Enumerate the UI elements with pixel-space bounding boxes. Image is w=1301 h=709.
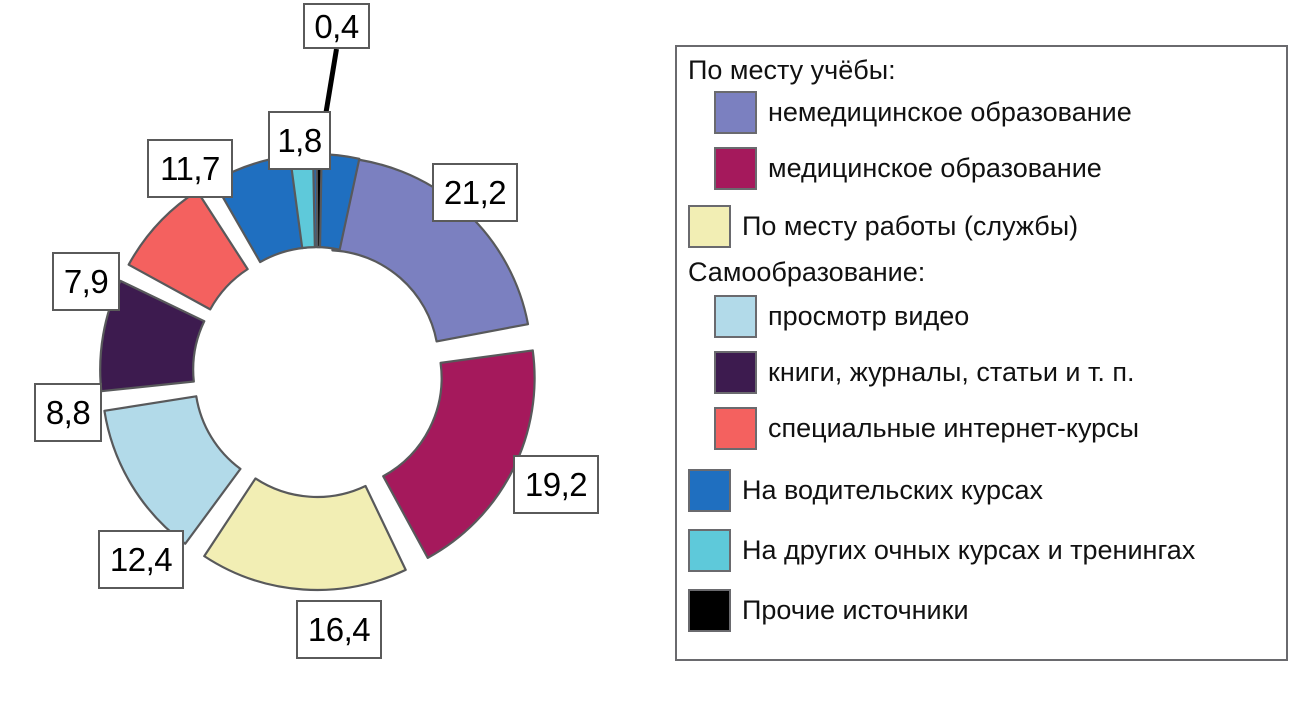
donut-chart-svg bbox=[99, 48, 536, 592]
legend-item-nonmedical-label: немедицинское образование bbox=[768, 97, 1132, 127]
legend-item-other-courses-swatch-icon bbox=[688, 529, 731, 572]
legend-item-workplace-label: По месту работы (службы) bbox=[742, 211, 1079, 241]
legend-item-driving-swatch-icon bbox=[688, 469, 731, 512]
legend: По месту учёбы: немедицинское образование… bbox=[675, 45, 1288, 661]
legend-item-medical-label: медицинское образование bbox=[768, 153, 1102, 183]
legend-item-other-sources-swatch-icon bbox=[688, 589, 731, 632]
donut-chart: 21,2 19,2 16,4 12,4 8,8 7,9 11,7 1,8 0,4 bbox=[34, 3, 599, 659]
legend-item-nonmedical[interactable]: немедицинское образование bbox=[714, 91, 1132, 134]
value-label-books-magazines: 8,8 bbox=[34, 383, 102, 442]
pie-slice-video-watching[interactable] bbox=[103, 395, 242, 545]
legend-item-books-swatch-icon bbox=[714, 351, 757, 394]
legend-item-other-sources[interactable]: Прочие источники bbox=[688, 589, 969, 632]
legend-header-study: По месту учёбы: bbox=[688, 55, 896, 85]
value-label-driving-courses: 11,7 bbox=[147, 139, 233, 198]
legend-item-video-label: просмотр видео bbox=[768, 301, 970, 331]
legend-item-nonmedical-swatch-icon bbox=[714, 91, 757, 134]
legend-item-other-sources-label: Прочие источники bbox=[742, 595, 969, 625]
legend-item-driving[interactable]: На водительских курсах bbox=[688, 469, 1043, 512]
value-label-nonmedical-education: 21,2 bbox=[432, 163, 518, 222]
legend-item-workplace-swatch-icon bbox=[688, 205, 731, 248]
value-label-video-watching: 12,4 bbox=[98, 530, 184, 589]
pie-slice-workplace[interactable] bbox=[203, 477, 407, 592]
legend-item-courses-swatch-icon bbox=[714, 407, 757, 450]
legend-item-books[interactable]: книги, журналы, статьи и т. п. bbox=[714, 351, 1135, 394]
value-label-internet-courses: 7,9 bbox=[52, 252, 120, 311]
legend-item-video-swatch-icon bbox=[714, 295, 757, 338]
pie-slice-medical-education[interactable] bbox=[382, 349, 536, 559]
pie-slice-nonmedical-education[interactable] bbox=[331, 156, 530, 343]
legend-item-medical-swatch-icon bbox=[714, 147, 757, 190]
value-label-workplace: 16,4 bbox=[296, 600, 382, 659]
legend-item-books-label: книги, журналы, статьи и т. п. bbox=[768, 357, 1135, 387]
legend-header-selfstudy: Самообразование: bbox=[688, 257, 926, 287]
value-label-other-courses: 1,8 bbox=[268, 111, 331, 170]
pie-slice-books-magazines[interactable] bbox=[99, 279, 206, 393]
value-label-other-sources: 0,4 bbox=[303, 3, 370, 49]
slices-group bbox=[99, 152, 536, 592]
legend-item-other-courses[interactable]: На других очных курсах и тренингах bbox=[688, 529, 1195, 572]
legend-item-other-courses-label: На других очных курсах и тренингах bbox=[742, 535, 1196, 565]
legend-item-workplace[interactable]: По месту работы (службы) bbox=[688, 205, 1078, 248]
legend-item-medical[interactable]: медицинское образование bbox=[714, 147, 1102, 190]
pie-slice-driving-courses[interactable] bbox=[212, 153, 361, 264]
legend-item-video[interactable]: просмотр видео bbox=[714, 295, 969, 338]
legend-item-courses[interactable]: специальные интернет-курсы bbox=[714, 407, 1139, 450]
legend-content: По месту учёбы: немедицинское образование… bbox=[677, 47, 1286, 659]
value-label-medical-education: 19,2 bbox=[513, 455, 599, 514]
legend-item-courses-label: специальные интернет-курсы bbox=[768, 413, 1140, 443]
legend-item-driving-label: На водительских курсах bbox=[742, 475, 1044, 505]
